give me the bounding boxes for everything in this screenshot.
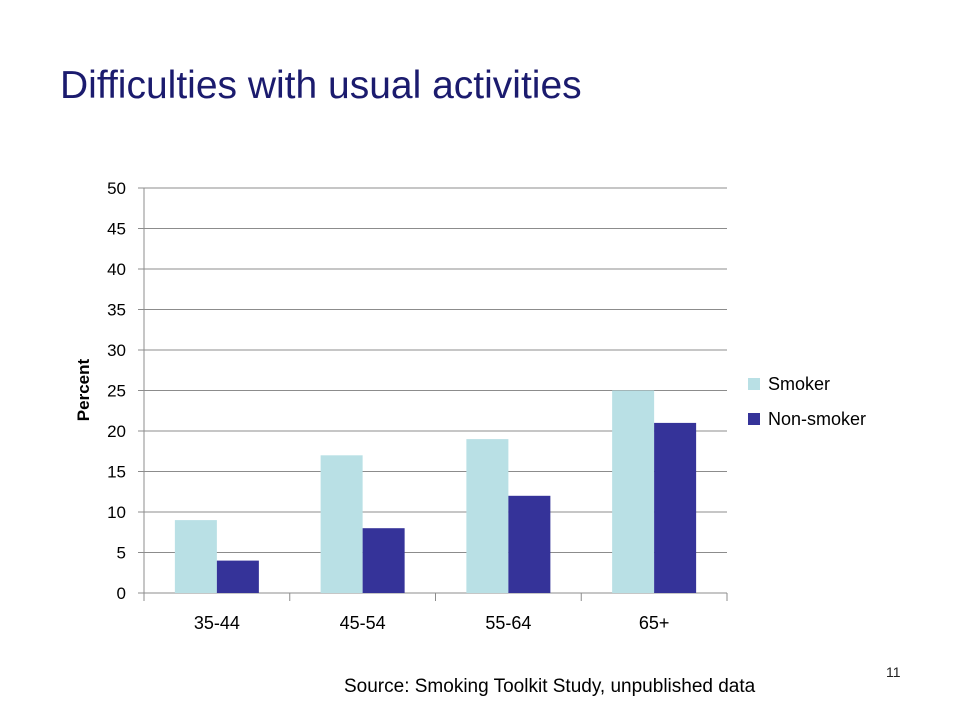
bar-smoker-35-44	[174, 520, 217, 593]
y-tick-label: 25	[107, 382, 126, 401]
bar-smoker-55-64	[466, 439, 509, 593]
legend-label-non-smoker: Non-smoker	[768, 408, 867, 429]
bar-smoker-65-	[612, 390, 655, 593]
y-tick-label: 10	[107, 503, 126, 522]
chart-legend: Smoker Non-smoker	[748, 374, 866, 444]
bar-non-smoker-35-44	[216, 560, 259, 593]
legend-swatch-smoker	[748, 378, 760, 390]
x-tick-label: 35-44	[194, 613, 240, 633]
y-tick-label: 15	[107, 463, 126, 482]
legend-label-smoker: Smoker	[768, 373, 831, 394]
y-axis-label: Percent	[74, 358, 93, 422]
y-tick-label: 50	[107, 179, 126, 198]
y-tick-label: 35	[107, 301, 126, 320]
y-tick-label: 5	[117, 544, 126, 563]
x-tick-label: 55-64	[485, 613, 531, 633]
y-tick-label: 0	[117, 584, 126, 603]
bar-non-smoker-55-64	[508, 495, 551, 593]
slide-title: Difficulties with usual activities	[60, 64, 582, 107]
y-tick-label: 45	[107, 220, 126, 239]
x-tick-label: 65+	[639, 613, 670, 633]
legend-swatch-non-smoker	[748, 413, 760, 425]
legend-item-non-smoker: Non-smoker	[748, 409, 866, 429]
legend-item-smoker: Smoker	[748, 374, 866, 394]
x-tick-label: 45-54	[340, 613, 386, 633]
y-tick-label: 30	[107, 341, 126, 360]
y-tick-label: 40	[107, 260, 126, 279]
page-number: 11	[886, 664, 901, 680]
bar-non-smoker-45-54	[362, 528, 405, 593]
bar-non-smoker-65-	[654, 422, 697, 593]
source-note: Source: Smoking Toolkit Study, unpublish…	[344, 676, 756, 697]
bar-smoker-45-54	[320, 455, 363, 593]
y-tick-label: 20	[107, 422, 126, 441]
